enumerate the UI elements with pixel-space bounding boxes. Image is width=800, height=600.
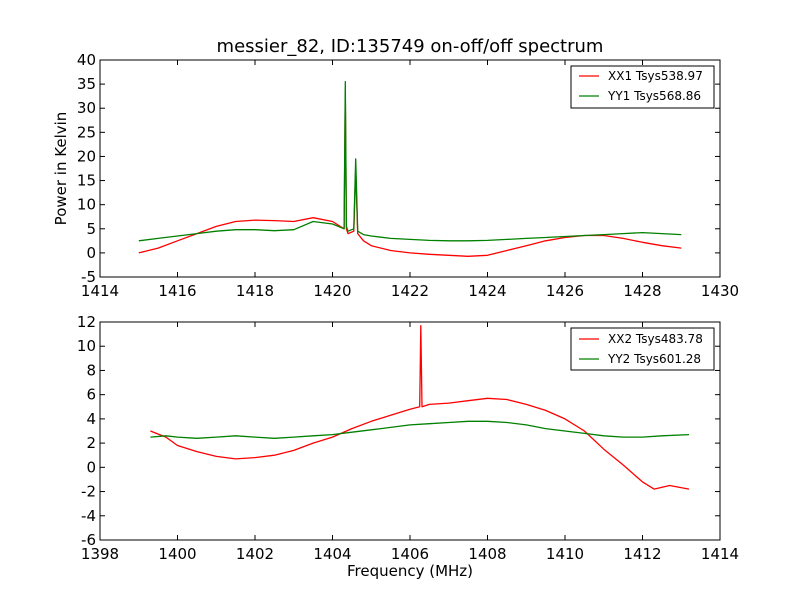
plot-layer <box>138 81 682 257</box>
x-tick-label: 1404 <box>313 545 351 563</box>
x-tick-label: 1398 <box>81 545 119 563</box>
legend-entry-yy1: YY1 Tsys568.86 <box>607 89 701 103</box>
x-tick-label: 1424 <box>468 282 506 300</box>
bottom-spectrum-chart: Frequency (MHz) 1398 1400 1402 1404 1406 1408… <box>77 313 739 580</box>
legend-entry-xx1: XX1 Tsys538.97 <box>608 69 703 83</box>
x-tick-label: 1400 <box>158 545 196 563</box>
series-line-yy2 <box>150 420 690 439</box>
y-tick-label: 4 <box>86 410 96 428</box>
series-line-xx2 <box>150 324 690 490</box>
x-tick-label: 1422 <box>391 282 429 300</box>
x-tick-label: 1428 <box>623 282 661 300</box>
y-tick-label: 12 <box>77 313 96 331</box>
x-tick-label: 1406 <box>391 545 429 563</box>
x-tick-label: 1414 <box>701 545 739 563</box>
y-tick-label: 0 <box>86 244 96 262</box>
plot-frame <box>99 59 721 278</box>
y-tick-label: -6 <box>81 531 96 549</box>
legend-entry-xx2: XX2 Tsys483.78 <box>608 332 703 346</box>
x-tick-label: 1412 <box>623 545 661 563</box>
y-tick-label: -4 <box>81 507 96 525</box>
chart-title: messier_82, ID:135749 on-off/off spectru… <box>217 36 604 57</box>
plot-layer <box>150 324 690 490</box>
legend: XX1 Tsys538.97 YY1 Tsys568.86 <box>570 65 715 109</box>
series-line-yy1 <box>138 81 682 242</box>
y-tick-label: -5 <box>81 268 96 286</box>
y-tick-label: 40 <box>77 51 96 69</box>
x-tick-label: 1402 <box>236 545 274 563</box>
y-tick-label: 5 <box>86 220 96 238</box>
x-tick-label: 1430 <box>701 282 739 300</box>
x-tick-label: 1410 <box>546 545 584 563</box>
ticks-layer: 1398 1400 1402 1404 1406 1408 1410 1412 1414 -6 -4… <box>77 313 739 563</box>
legend-box <box>570 65 715 109</box>
y-tick-label: 10 <box>77 337 96 355</box>
y-tick-label: 10 <box>77 196 96 214</box>
y-tick-label: 15 <box>77 172 96 190</box>
x-tick-label: 1416 <box>158 282 196 300</box>
series-line-xx1 <box>138 93 682 257</box>
y-tick-label: 8 <box>86 361 96 379</box>
y-tick-label: 35 <box>77 75 96 93</box>
ticks-layer: 1414 1416 1418 1420 1422 1424 1426 1428 1430 -5 0 5… <box>77 51 739 300</box>
top-spectrum-chart: messier_82, ID:135749 on-off/off spectru… <box>52 36 739 300</box>
x-tick-label: 1414 <box>81 282 119 300</box>
x-tick-label: 1408 <box>468 545 506 563</box>
y-axis-label: Power in Kelvin <box>52 112 70 226</box>
x-tick-label: 1426 <box>546 282 584 300</box>
y-tick-label: 20 <box>77 147 96 165</box>
plot-frame <box>99 321 721 541</box>
y-tick-label: 2 <box>86 434 96 452</box>
y-tick-label: 30 <box>77 99 96 117</box>
legend-box <box>570 327 715 371</box>
y-tick-label: 0 <box>86 458 96 476</box>
x-tick-label: 1418 <box>236 282 274 300</box>
y-tick-label: 25 <box>77 123 96 141</box>
x-axis-label: Frequency (MHz) <box>347 562 473 580</box>
legend: XX2 Tsys483.78 YY2 Tsys601.28 <box>570 327 715 371</box>
legend-entry-yy2: YY2 Tsys601.28 <box>607 352 701 366</box>
y-tick-label: 6 <box>86 386 96 404</box>
x-tick-label: 1420 <box>313 282 351 300</box>
y-tick-label: -2 <box>81 483 96 501</box>
